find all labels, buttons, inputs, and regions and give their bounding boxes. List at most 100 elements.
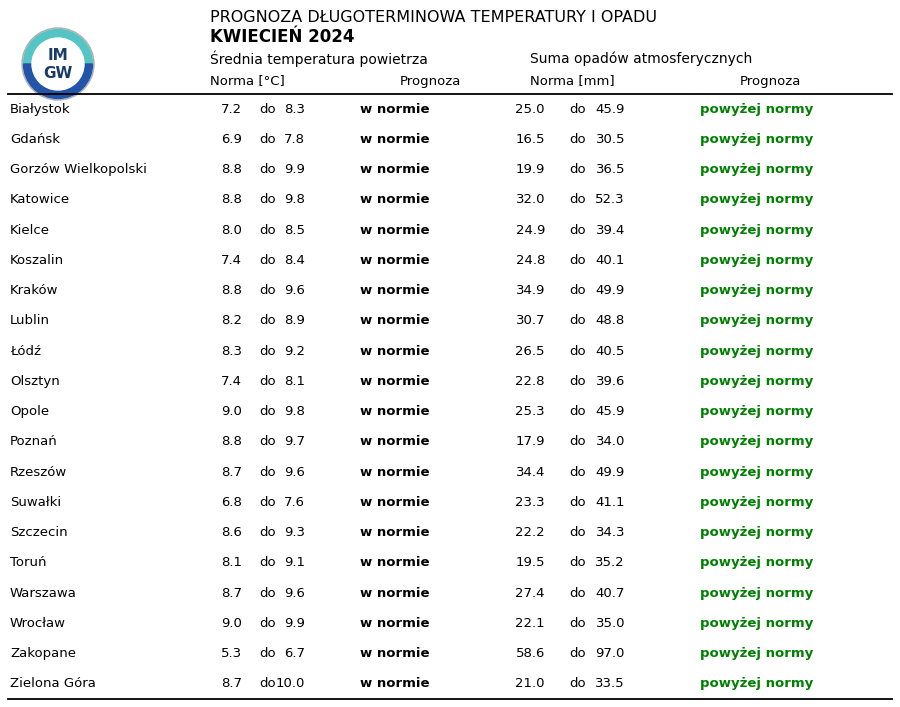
Text: 7.2: 7.2 — [220, 103, 242, 116]
Text: 8.5: 8.5 — [284, 223, 305, 237]
Text: 24.8: 24.8 — [516, 254, 545, 267]
Text: 22.2: 22.2 — [516, 526, 545, 539]
Text: w normie: w normie — [360, 587, 429, 600]
Text: do: do — [260, 526, 276, 539]
Text: 35.0: 35.0 — [596, 617, 625, 630]
Text: Koszalin: Koszalin — [10, 254, 64, 267]
Text: do: do — [570, 617, 586, 630]
Text: 49.9: 49.9 — [596, 284, 625, 297]
Text: 8.7: 8.7 — [221, 587, 242, 600]
Text: 17.9: 17.9 — [516, 436, 545, 448]
Text: w normie: w normie — [360, 315, 429, 327]
Text: 8.6: 8.6 — [221, 526, 242, 539]
Text: Prognoza: Prognoza — [400, 74, 462, 88]
Text: w normie: w normie — [360, 436, 429, 448]
Text: 21.0: 21.0 — [516, 677, 545, 690]
Text: GW: GW — [43, 66, 73, 81]
Text: 9.3: 9.3 — [284, 526, 305, 539]
Text: do: do — [570, 194, 586, 206]
Text: 58.6: 58.6 — [516, 647, 545, 660]
Text: 8.8: 8.8 — [221, 284, 242, 297]
Text: 6.9: 6.9 — [221, 133, 242, 146]
Text: powyżej normy: powyżej normy — [700, 344, 814, 358]
Text: do: do — [260, 466, 276, 479]
Text: 9.6: 9.6 — [284, 466, 305, 479]
Text: w normie: w normie — [360, 466, 429, 479]
Text: 26.5: 26.5 — [516, 344, 545, 358]
Text: 8.3: 8.3 — [221, 344, 242, 358]
Text: 45.9: 45.9 — [596, 103, 625, 116]
Text: Gorzów Wielkopolski: Gorzów Wielkopolski — [10, 163, 147, 176]
Text: 7.4: 7.4 — [221, 254, 242, 267]
Text: do: do — [570, 315, 586, 327]
Text: 9.9: 9.9 — [284, 617, 305, 630]
Text: 7.8: 7.8 — [284, 133, 305, 146]
Text: 30.7: 30.7 — [516, 315, 545, 327]
Text: 19.5: 19.5 — [516, 556, 545, 569]
Text: Poznań: Poznań — [10, 436, 58, 448]
Text: do: do — [570, 647, 586, 660]
Text: 6.8: 6.8 — [221, 496, 242, 509]
Text: 16.5: 16.5 — [516, 133, 545, 146]
Text: 34.0: 34.0 — [596, 436, 625, 448]
Text: w normie: w normie — [360, 284, 429, 297]
Text: do: do — [260, 103, 276, 116]
Text: powyżej normy: powyżej normy — [700, 466, 814, 479]
Text: Łódź: Łódź — [10, 344, 41, 358]
Text: w normie: w normie — [360, 194, 429, 206]
Text: 8.4: 8.4 — [284, 254, 305, 267]
Text: do: do — [260, 405, 276, 418]
Text: 52.3: 52.3 — [596, 194, 625, 206]
Text: Olsztyn: Olsztyn — [10, 375, 59, 388]
Text: do: do — [260, 194, 276, 206]
Text: w normie: w normie — [360, 254, 429, 267]
Text: do: do — [570, 496, 586, 509]
Text: 34.4: 34.4 — [516, 466, 545, 479]
Text: 8.8: 8.8 — [221, 163, 242, 176]
Text: 9.6: 9.6 — [284, 587, 305, 600]
Text: Białystok: Białystok — [10, 103, 70, 116]
Text: w normie: w normie — [360, 526, 429, 539]
Text: 25.3: 25.3 — [516, 405, 545, 418]
Text: 8.2: 8.2 — [221, 315, 242, 327]
Text: 8.3: 8.3 — [284, 103, 305, 116]
Text: powyżej normy: powyżej normy — [700, 526, 814, 539]
Text: powyżej normy: powyżej normy — [700, 617, 814, 630]
Text: powyżej normy: powyżej normy — [700, 405, 814, 418]
Text: do: do — [570, 284, 586, 297]
Wedge shape — [23, 64, 93, 98]
Text: 41.1: 41.1 — [596, 496, 625, 509]
Text: powyżej normy: powyżej normy — [700, 677, 814, 690]
Text: do: do — [260, 163, 276, 176]
Text: 9.1: 9.1 — [284, 556, 305, 569]
Text: 25.0: 25.0 — [516, 103, 545, 116]
Text: do: do — [260, 133, 276, 146]
Text: do: do — [260, 375, 276, 388]
Text: Średnia temperatura powietrza: Średnia temperatura powietrza — [210, 51, 428, 67]
Text: powyżej normy: powyżej normy — [700, 194, 814, 206]
Text: powyżej normy: powyżej normy — [700, 133, 814, 146]
Text: Opole: Opole — [10, 405, 49, 418]
Text: do: do — [570, 344, 586, 358]
Text: powyżej normy: powyżej normy — [700, 254, 814, 267]
Text: Norma [°C]: Norma [°C] — [210, 74, 284, 88]
Circle shape — [22, 28, 94, 100]
Text: w normie: w normie — [360, 677, 429, 690]
Text: Katowice: Katowice — [10, 194, 70, 206]
Text: powyżej normy: powyżej normy — [700, 587, 814, 600]
Text: do: do — [260, 223, 276, 237]
Text: w normie: w normie — [360, 344, 429, 358]
Text: IM: IM — [48, 47, 68, 62]
Text: 8.0: 8.0 — [221, 223, 242, 237]
Text: do: do — [570, 556, 586, 569]
Text: 8.7: 8.7 — [221, 466, 242, 479]
Text: 9.0: 9.0 — [221, 405, 242, 418]
Text: w normie: w normie — [360, 556, 429, 569]
Text: do: do — [260, 254, 276, 267]
Circle shape — [23, 30, 93, 98]
Text: 9.8: 9.8 — [284, 405, 305, 418]
Text: 22.1: 22.1 — [516, 617, 545, 630]
Text: do: do — [260, 284, 276, 297]
Text: Kielce: Kielce — [10, 223, 50, 237]
Text: 34.3: 34.3 — [596, 526, 625, 539]
